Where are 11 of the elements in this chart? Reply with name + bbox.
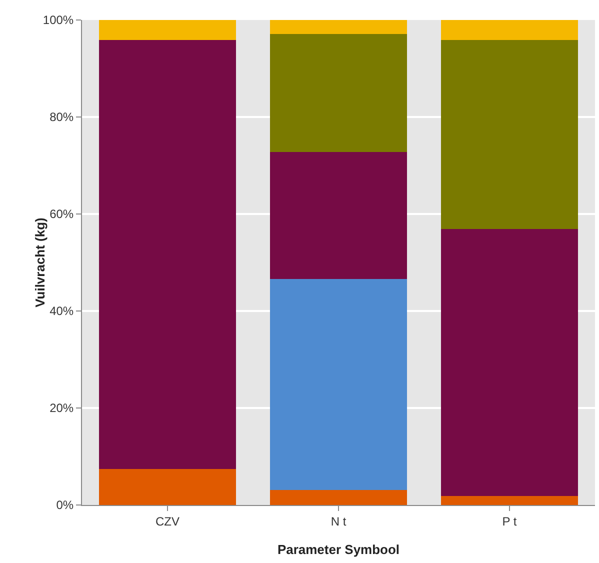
x-axis-title: Parameter Symbool [277,542,400,557]
x-tick-label: P t [502,514,518,528]
y-tick-label: 0% [56,498,74,512]
y-tick-label: 20% [50,401,74,416]
x-tick-label: N t [330,514,347,528]
y-tick-label: 80% [50,110,74,124]
y-axis-title: Vuilvracht (kg) [32,218,48,308]
y-tick-label: 100% [42,13,74,28]
y-tick-label: 60% [50,207,74,222]
y-tick-label: 40% [50,304,74,318]
x-tick-label: CZV [156,514,180,528]
